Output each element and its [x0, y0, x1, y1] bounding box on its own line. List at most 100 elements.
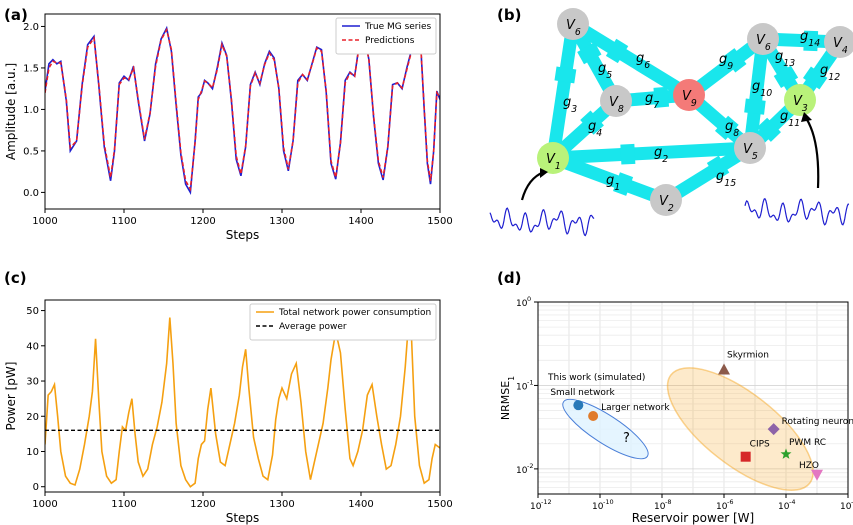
- point-label: Rotating neurons: [782, 417, 853, 427]
- point-label: CIPS: [750, 440, 770, 450]
- edge-arrow-12: [620, 143, 636, 165]
- input-arrow-right-head: [801, 112, 812, 122]
- edge-12: [552, 141, 751, 165]
- y-tick-label: 30: [26, 377, 39, 388]
- edge-14: [662, 142, 754, 206]
- x-tick-label: 1100: [111, 216, 136, 227]
- axes-frame: [44, 13, 441, 210]
- x-axis-label: Steps: [226, 228, 260, 242]
- x-axis-label: Reservoir power [W]: [632, 511, 754, 525]
- edge-label-g2: g2: [654, 145, 668, 165]
- edge-label-g4: g4: [588, 119, 602, 139]
- node-V3: [784, 84, 816, 116]
- panel-label-d: (d): [497, 269, 522, 287]
- y-tick-label: 0: [33, 482, 39, 493]
- marker-pwm-rc: [780, 448, 792, 459]
- node-label-V9: V9: [682, 89, 697, 109]
- group-label-this-work: This work (simulated): [547, 373, 645, 383]
- edge-label-g6: g6: [636, 51, 650, 71]
- chart-a: 1000 1100 1200 1300 1400 1500 0.0 0.5 1.0 1.5 2.0 S…: [4, 13, 453, 242]
- y-tick-exponent: -2: [527, 462, 533, 470]
- point-label: HZO: [799, 461, 819, 471]
- edge-arrow-6: [714, 115, 739, 140]
- edge-arrow-14: [706, 155, 730, 180]
- x-tick-exponent: -2: [851, 498, 853, 506]
- edge-arrow-10: [802, 66, 828, 90]
- legend-label: Predictions: [365, 36, 415, 46]
- marker-cips: [740, 451, 751, 462]
- panel-label-b: (b): [497, 6, 522, 24]
- chart-d: 10-1210-1010-810-610-410-210-210-1100Res…: [499, 295, 853, 525]
- legend-label: Total network power consumption: [278, 308, 431, 318]
- y-tick-label: 50: [26, 306, 39, 317]
- edge-label-g3: g3: [563, 95, 577, 115]
- x-tick-label: 1000: [32, 216, 57, 227]
- x-tick-exponent: -8: [665, 498, 671, 506]
- node-V1: [537, 142, 569, 174]
- x-tick-label: 1100: [111, 499, 136, 510]
- edge-arrow-2: [605, 38, 629, 64]
- node-V6b: [747, 23, 779, 55]
- node-V9: [673, 79, 705, 111]
- edge-label-g8: g8: [725, 119, 739, 139]
- x-tick-label: 10: [530, 502, 542, 512]
- marker-larger-network: [588, 411, 599, 422]
- input-signal-right: [744, 197, 850, 226]
- node-V8: [600, 85, 632, 117]
- edge-2: [569, 18, 693, 101]
- node-label-V3: V3: [793, 94, 808, 114]
- edge-13: [550, 151, 669, 207]
- y-tick-label: 1.5: [23, 63, 39, 74]
- node-V6a: [557, 8, 589, 40]
- edge-arrow-13: [613, 172, 634, 196]
- marker-hzo: [811, 469, 823, 481]
- legend-box: [335, 17, 437, 55]
- question-mark: ?: [623, 431, 630, 446]
- point-label: Larger network: [601, 403, 670, 413]
- point-label: PWM RC: [789, 438, 826, 448]
- node-label-V4: V4: [833, 36, 848, 56]
- edge-label-g7: g7: [645, 91, 659, 111]
- y-tick-label: 2.0: [23, 22, 39, 33]
- node-V2: [650, 184, 682, 216]
- chart-c: 1000 1100 1200 1300 1400 1500 0 10 20 30 40 50 Steps…: [4, 299, 453, 525]
- edge-arrow-7: [803, 30, 819, 52]
- x-tick-label: 1500: [427, 216, 452, 227]
- edge-label-g13: g13: [775, 49, 795, 69]
- y-tick-label: 20: [26, 412, 39, 423]
- input-arrow-right: [805, 117, 820, 189]
- x-tick-label: 10: [592, 502, 604, 512]
- x-tick-label: 1200: [190, 499, 215, 510]
- x-tick-label: 10: [654, 502, 666, 512]
- edge-label-g12: g12: [820, 63, 840, 83]
- edge-0: [546, 23, 580, 159]
- y-axis-label: Amplitude [a.u.]: [4, 63, 18, 160]
- edge-arrow-3: [580, 110, 604, 135]
- node-label-V1: V1: [546, 152, 561, 172]
- edge-arrow-5: [723, 48, 747, 73]
- x-tick-label: 10: [840, 502, 852, 512]
- y-axis-label: Power [pW]: [4, 362, 18, 431]
- marker-skyrmion: [718, 363, 730, 375]
- edge-label-g11: g11: [780, 109, 800, 129]
- y-tick-label: 1.0: [23, 105, 39, 116]
- x-tick-label: 1300: [269, 499, 294, 510]
- node-V5: [734, 132, 766, 164]
- y-tick-label: 40: [26, 341, 39, 352]
- input-signal-left: [489, 207, 595, 237]
- input-arrow-left-head: [540, 168, 548, 178]
- node-label-V6a: V6: [566, 18, 581, 38]
- edge-arrow-11: [757, 117, 781, 142]
- y-tick-exponent: 0: [527, 295, 531, 303]
- x-tick-label: 1400: [348, 216, 373, 227]
- point-label: Skyrmion: [727, 351, 769, 361]
- point-label: Small network: [550, 388, 615, 398]
- y-tick-label: 0.0: [23, 188, 39, 199]
- edge-label-g15: g15: [716, 169, 736, 189]
- y-tick-exponent: -1: [527, 378, 533, 386]
- edge-arrow-1: [577, 42, 602, 65]
- marker-rotating-neurons: [767, 423, 780, 436]
- x-tick-label: 1300: [269, 216, 294, 227]
- x-tick-label: 10: [716, 502, 728, 512]
- x-tick-exponent: -10: [603, 498, 614, 506]
